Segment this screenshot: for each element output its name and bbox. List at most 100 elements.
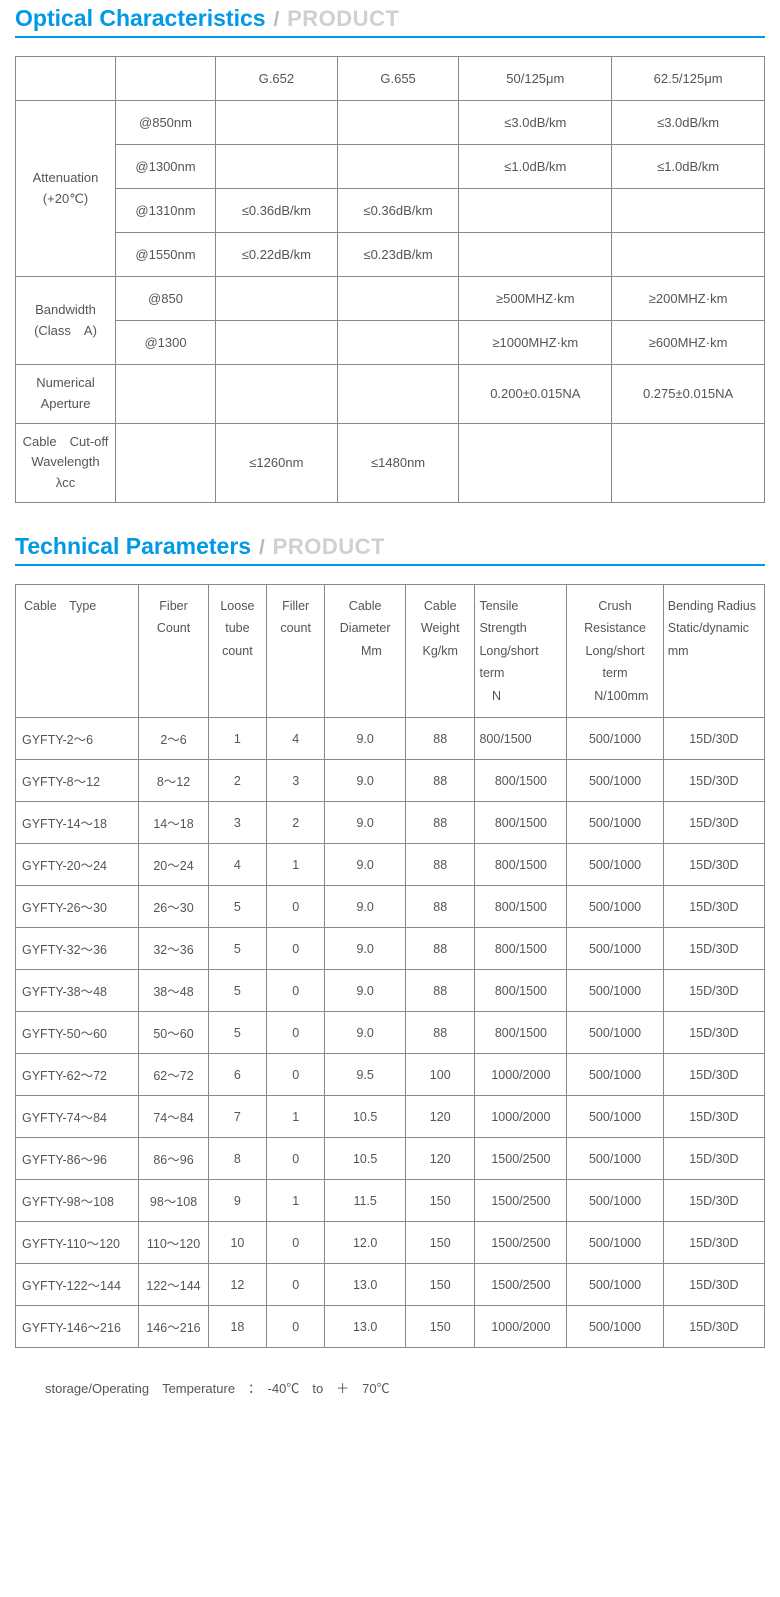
table-header-cell: Loose tube count (208, 584, 266, 718)
table-cell: ≤3.0dB/km (612, 101, 765, 145)
table-cell: GYFTY-50～60 (16, 1012, 139, 1054)
table-row: GYFTY-62～7262～72609.51001000/2000500/100… (16, 1054, 765, 1096)
tech-subtitle: PRODUCT (273, 534, 385, 560)
table-row: GYFTY-74～8474～847110.51201000/2000500/10… (16, 1096, 765, 1138)
table-cell: GYFTY-2～6 (16, 718, 139, 760)
table-cell: 9 (208, 1180, 266, 1222)
table-cell: 10.5 (325, 1096, 406, 1138)
table-cell: 88 (405, 1012, 474, 1054)
table-cell: 15D/30D (663, 802, 764, 844)
tech-title: Technical Parameters (15, 533, 251, 560)
table-cell: GYFTY-62～72 (16, 1054, 139, 1096)
table-cell: 15D/30D (663, 1180, 764, 1222)
optical-section-header: Optical Characteristics / PRODUCT (15, 5, 765, 32)
table-cell: 500/1000 (567, 1138, 663, 1180)
table-cell: 0 (267, 1306, 325, 1348)
table-cell: ≤1.0dB/km (612, 145, 765, 189)
table-row: GYFTY-86～9686～968010.51201500/2500500/10… (16, 1138, 765, 1180)
table-cell: 150 (405, 1264, 474, 1306)
table-cell: 0 (267, 1012, 325, 1054)
table-cell: 5 (208, 886, 266, 928)
optical-characteristics-table: G.652G.65550/125μm62.5/125μmAttenuation(… (15, 56, 765, 503)
table-header-cell: 62.5/125μm (612, 57, 765, 101)
table-cell: 15D/30D (663, 1264, 764, 1306)
footnote: storage/Operating Temperature ： -40℃ to … (45, 1378, 765, 1397)
sub-label: @850 (116, 277, 216, 321)
tech-section-header: Technical Parameters / PRODUCT (15, 533, 765, 560)
table-cell: 15D/30D (663, 760, 764, 802)
table-cell: 9.0 (325, 760, 406, 802)
table-cell (337, 365, 459, 424)
table-cell: 800/1500 (475, 886, 567, 928)
table-cell: 88 (405, 844, 474, 886)
table-cell: 13.0 (325, 1264, 406, 1306)
table-cell: 800/1500 (475, 760, 567, 802)
table-cell: 15D/30D (663, 886, 764, 928)
table-cell: 0 (267, 1138, 325, 1180)
table-cell: 146～216 (139, 1306, 208, 1348)
table-cell (216, 101, 338, 145)
row-group-label: Attenuation(+20℃) (16, 101, 116, 277)
table-cell: 1000/2000 (475, 1096, 567, 1138)
table-cell: 500/1000 (567, 1096, 663, 1138)
table-row: GYFTY-50～6050～60509.088800/1500500/10001… (16, 1012, 765, 1054)
table-cell: 0 (267, 928, 325, 970)
table-cell: 500/1000 (567, 886, 663, 928)
table-cell: 86～96 (139, 1138, 208, 1180)
table-header-cell: Cable WeightKg/km (405, 584, 474, 718)
table-cell: 9.0 (325, 928, 406, 970)
table-cell: ≤1480nm (337, 423, 459, 502)
table-row: GYFTY-2～62～6149.088800/1500500/100015D/3… (16, 718, 765, 760)
row-group-label: Bandwidth(Class A) (16, 277, 116, 365)
table-cell: 3 (208, 802, 266, 844)
table-cell: 15D/30D (663, 1012, 764, 1054)
table-cell: 2～6 (139, 718, 208, 760)
table-cell: GYFTY-86～96 (16, 1138, 139, 1180)
table-cell: 500/1000 (567, 928, 663, 970)
table-cell: 800/1500 (475, 718, 567, 760)
sub-label: @850nm (116, 101, 216, 145)
sub-label: @1300nm (116, 145, 216, 189)
table-cell (612, 233, 765, 277)
table-cell: 150 (405, 1306, 474, 1348)
table-cell: 15D/30D (663, 844, 764, 886)
table-cell: 150 (405, 1180, 474, 1222)
table-cell: 800/1500 (475, 802, 567, 844)
table-cell: GYFTY-32～36 (16, 928, 139, 970)
table-cell: 74～84 (139, 1096, 208, 1138)
table-cell: GYFTY-38～48 (16, 970, 139, 1012)
table-header-cell (16, 57, 116, 101)
table-cell: 88 (405, 928, 474, 970)
table-header-cell: 50/125μm (459, 57, 612, 101)
table-cell: 9.0 (325, 802, 406, 844)
technical-parameters-table: Cable TypeFiber CountLoose tube countFil… (15, 584, 765, 1349)
table-row: GYFTY-20～2420～24419.088800/1500500/10001… (16, 844, 765, 886)
table-cell: 9.0 (325, 844, 406, 886)
table-cell: 88 (405, 718, 474, 760)
table-cell: 9.0 (325, 970, 406, 1012)
table-cell: 4 (208, 844, 266, 886)
table-cell: 5 (208, 928, 266, 970)
table-row: GYFTY-98～10898～1089111.51501500/2500500/… (16, 1180, 765, 1222)
table-cell: 500/1000 (567, 760, 663, 802)
table-cell: 15D/30D (663, 1306, 764, 1348)
table-cell: 1 (267, 1180, 325, 1222)
table-row: GYFTY-14～1814～18329.088800/1500500/10001… (16, 802, 765, 844)
table-header-cell: Cable Type (16, 584, 139, 718)
table-cell: 6 (208, 1054, 266, 1096)
slash: / (259, 537, 265, 560)
sub-label: @1310nm (116, 189, 216, 233)
table-cell: 150 (405, 1222, 474, 1264)
table-cell: 1 (267, 844, 325, 886)
table-cell (216, 277, 338, 321)
table-cell: 12 (208, 1264, 266, 1306)
optical-subtitle: PRODUCT (287, 6, 399, 32)
table-cell (216, 145, 338, 189)
table-cell: 500/1000 (567, 802, 663, 844)
table-cell: ≥500MHZ·km (459, 277, 612, 321)
table-cell: 500/1000 (567, 718, 663, 760)
table-cell (216, 365, 338, 424)
table-cell: 32～36 (139, 928, 208, 970)
table-cell: 8～12 (139, 760, 208, 802)
table-cell: 0 (267, 970, 325, 1012)
